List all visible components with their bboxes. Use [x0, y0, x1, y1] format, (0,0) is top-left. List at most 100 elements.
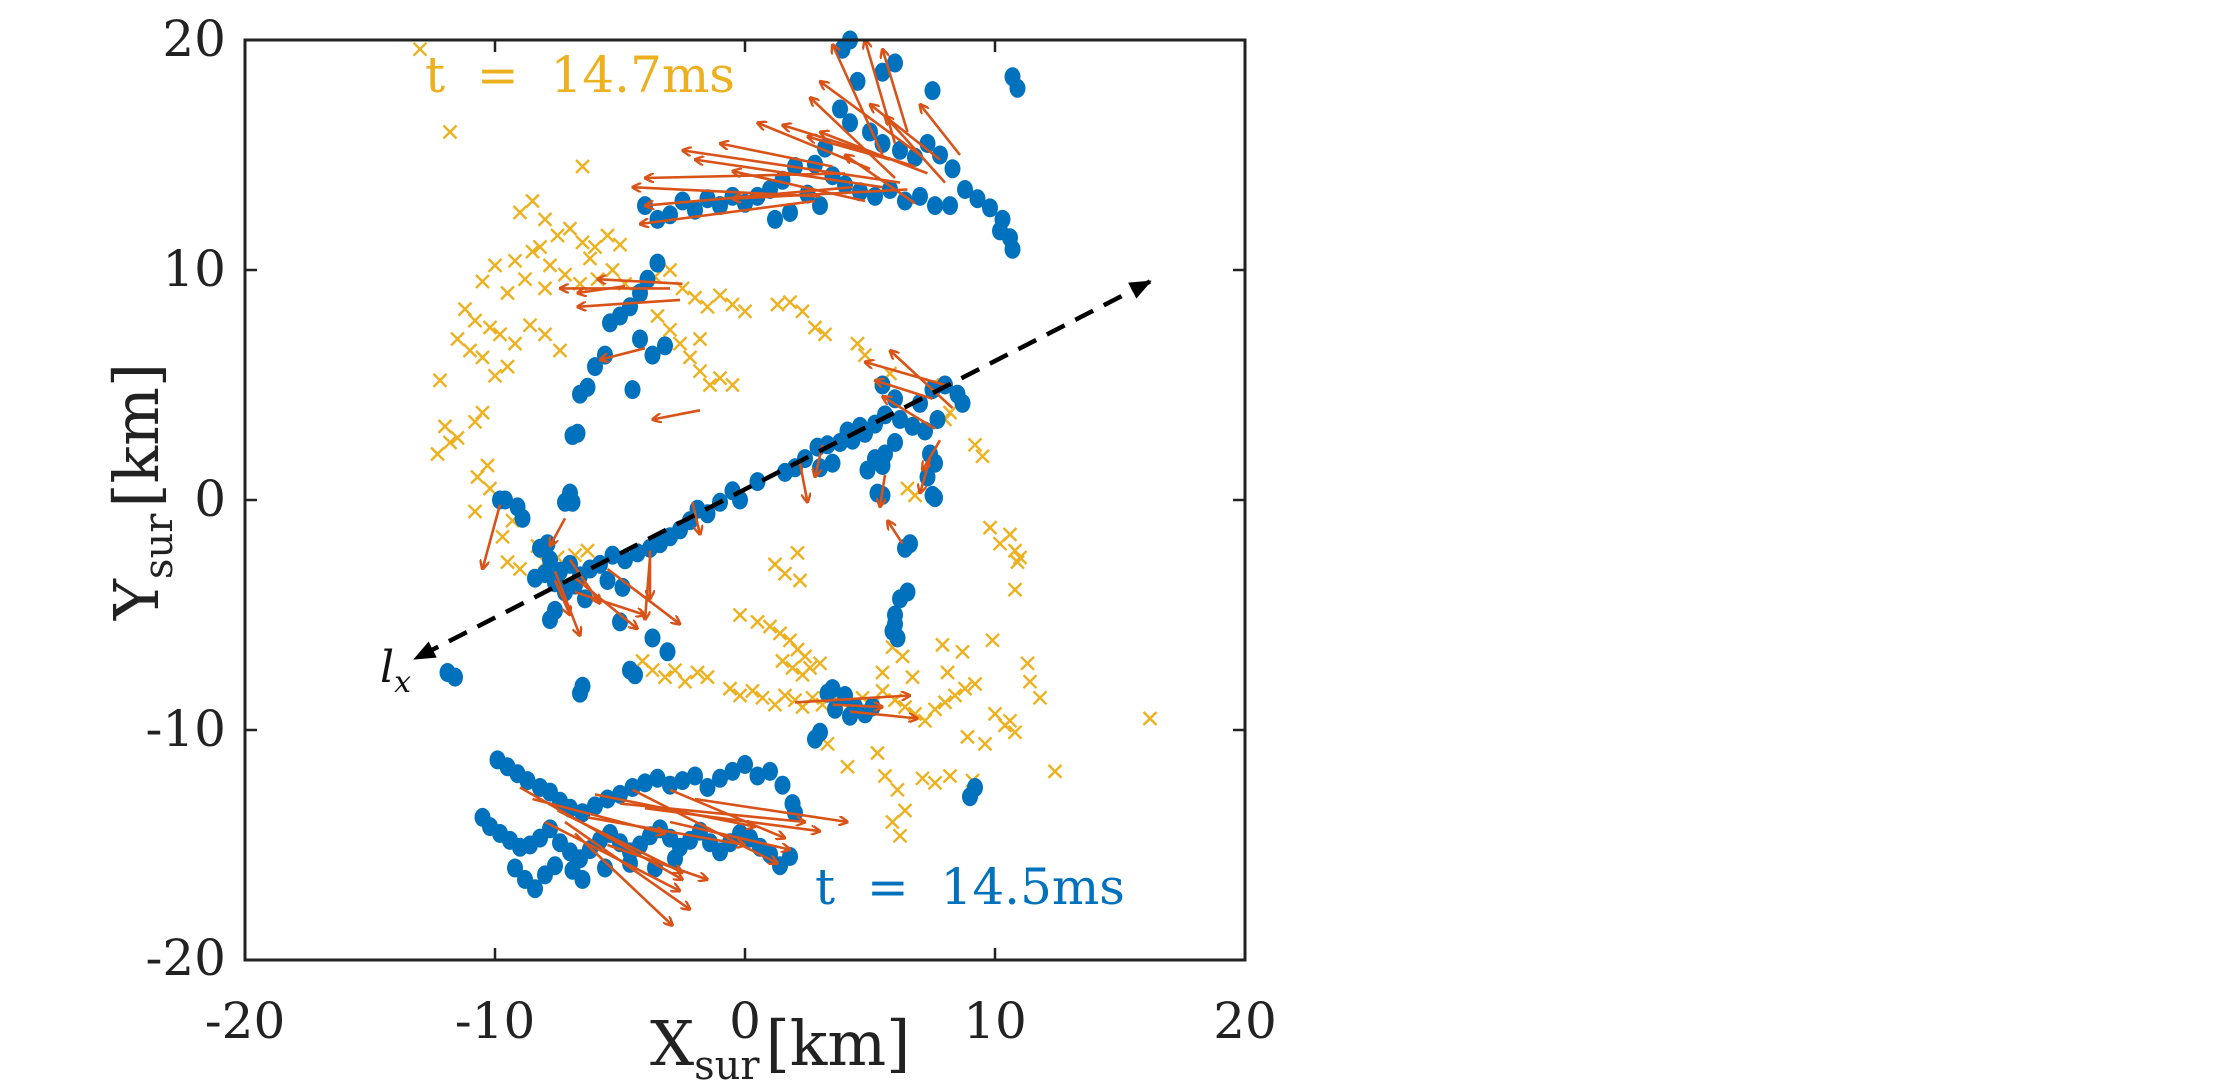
point-14.7ms	[645, 662, 660, 678]
point-14.5ms	[599, 789, 616, 809]
point-14.5ms	[842, 113, 858, 133]
velocity-arrow	[640, 199, 816, 224]
point-14.7ms	[897, 699, 913, 715]
y-tick-label: -10	[145, 700, 226, 758]
point-14.7ms	[467, 504, 483, 519]
x-tick-label: -10	[455, 992, 536, 1050]
velocity-arrow	[574, 832, 673, 926]
y-tick-labels: 20 10 0 -10 -20	[145, 10, 226, 987]
point-14.7ms	[467, 313, 483, 328]
velocity-arrow	[631, 788, 778, 864]
point-14.7ms	[982, 520, 998, 535]
point-14.5ms	[627, 665, 643, 685]
velocity-arrow	[607, 843, 708, 880]
point-14.7ms	[522, 317, 538, 333]
point-14.5ms	[832, 99, 848, 119]
velocity-arrow	[550, 517, 567, 546]
point-14.5ms	[587, 796, 603, 816]
point-14.7ms	[897, 803, 913, 818]
time-label-14.7ms: t = 14.7ms	[425, 46, 735, 104]
point-14.7ms	[500, 359, 515, 374]
velocity-arrow	[820, 81, 921, 157]
point-14.7ms	[487, 368, 503, 384]
point-14.5ms	[887, 53, 903, 73]
point-14.7ms	[975, 448, 990, 464]
point-14.7ms	[857, 347, 873, 363]
point-14.5ms	[954, 393, 971, 413]
point-14.7ms	[942, 405, 958, 420]
point-14.5ms	[572, 384, 588, 404]
point-14.5ms	[527, 568, 543, 588]
velocity-arrow	[920, 104, 962, 156]
velocity-arrow	[808, 137, 891, 161]
point-14.7ms	[755, 690, 770, 706]
point-14.7ms	[957, 681, 973, 696]
point-14.7ms	[700, 299, 715, 315]
point-14.7ms	[475, 405, 490, 420]
velocity-arrow	[870, 104, 941, 161]
point-14.7ms	[575, 159, 590, 174]
velocity-arrow	[832, 705, 883, 707]
point-14.5ms	[932, 145, 948, 165]
velocity-arrow	[645, 185, 853, 205]
velocity-arrow	[798, 462, 808, 502]
point-14.5ms	[942, 196, 958, 216]
point-14.5ms	[924, 485, 941, 505]
point-14.7ms	[657, 669, 673, 685]
velocity-arrow	[865, 40, 897, 144]
point-14.7ms	[662, 322, 678, 338]
point-14.5ms	[547, 856, 563, 876]
x-tick-labels: -20 -10 0 10 20	[205, 992, 1277, 1050]
point-14.7ms	[725, 297, 740, 312]
velocity-arrow	[683, 150, 901, 184]
point-14.7ms	[905, 669, 920, 685]
point-14.5ms	[767, 209, 783, 229]
velocity-arrow	[810, 98, 896, 179]
point-14.5ms	[782, 847, 798, 866]
point-14.5ms	[782, 203, 798, 222]
y-tick-label: 20	[162, 10, 226, 68]
point-14.7ms	[672, 336, 688, 351]
point-14.7ms	[412, 41, 428, 57]
velocity-arrow	[820, 132, 928, 175]
point-14.7ms	[870, 745, 885, 761]
point-14.7ms	[777, 688, 793, 703]
point-14.5ms	[657, 336, 673, 356]
point-14.7ms	[790, 545, 805, 561]
point-14.5ms	[564, 426, 581, 446]
point-14.7ms	[940, 665, 955, 680]
point-14.5ms	[944, 159, 961, 179]
point-14.5ms	[897, 538, 913, 558]
point-14.7ms	[792, 573, 808, 588]
lx-label-sub: x	[394, 665, 411, 700]
lx-direction-line	[413, 279, 1152, 661]
point-14.5ms	[507, 858, 523, 878]
point-14.7ms	[1010, 554, 1025, 570]
point-14.5ms	[572, 683, 588, 703]
point-14.7ms	[732, 607, 748, 623]
point-14.7ms	[525, 193, 540, 209]
point-14.7ms	[985, 632, 1000, 648]
point-14.7ms	[960, 729, 975, 745]
point-14.7ms	[450, 331, 465, 347]
velocity-arrow	[883, 49, 909, 133]
time-label-14.5ms: t = 14.5ms	[815, 858, 1125, 916]
velocity-arrow	[564, 820, 690, 909]
point-14.5ms	[824, 679, 841, 699]
point-14.5ms	[962, 787, 978, 807]
point-14.7ms	[942, 768, 958, 784]
point-14.5ms	[874, 62, 891, 82]
point-14.7ms	[575, 235, 590, 250]
point-14.7ms	[927, 701, 943, 717]
point-14.7ms	[782, 294, 798, 310]
velocity-arrow	[644, 806, 820, 831]
x-tick-label: -20	[205, 992, 286, 1050]
point-14.5ms	[519, 771, 536, 791]
point-14.7ms	[517, 271, 533, 287]
point-14.7ms	[785, 660, 800, 676]
point-14.7ms	[537, 281, 553, 296]
point-14.7ms	[877, 768, 893, 784]
velocity-arrow	[833, 45, 884, 156]
velocity-arrow	[669, 820, 790, 850]
point-14.5ms	[924, 81, 941, 101]
